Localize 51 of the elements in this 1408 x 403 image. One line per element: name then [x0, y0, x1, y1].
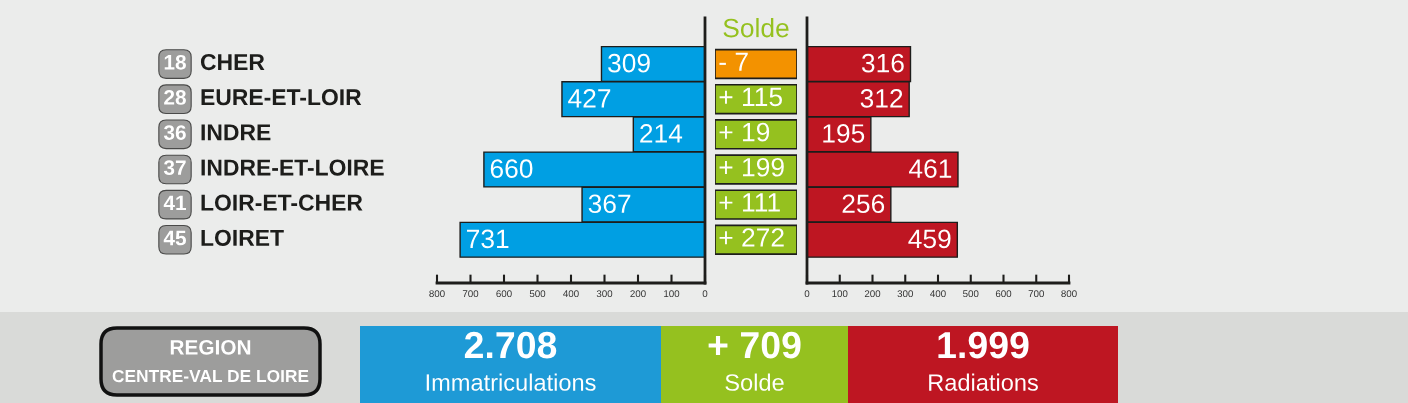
data-label: 660: [490, 159, 533, 178]
x-tick-label: 0: [702, 290, 708, 298]
text: REGION: [170, 339, 251, 355]
data-label: + 115: [719, 87, 782, 107]
data-label: 427: [568, 88, 611, 108]
data-label: 461: [909, 159, 952, 178]
y-tick-label: 28 EURE-ET-LOIR: [164, 89, 362, 106]
x-tick-label: 200: [864, 290, 881, 298]
x-tick-label: 700: [462, 290, 479, 298]
data-label: + 709: [708, 331, 801, 359]
x-tick-label: 200: [630, 290, 646, 298]
x-tick-label: 600: [496, 290, 512, 298]
x-tick-label: 400: [563, 290, 579, 298]
x-tick-label: 300: [897, 290, 913, 298]
data-label: + 19: [719, 122, 770, 142]
category-label: Solde: [725, 373, 784, 391]
data-label: - 7: [719, 52, 748, 71]
data-label: 459: [908, 229, 951, 249]
category-label: Immatriculations: [426, 373, 596, 391]
y-tick-label: 36 INDRE: [163, 124, 271, 141]
text: CENTRE-VAL DE LOIRE: [112, 369, 309, 383]
y-tick-label: 41 LOIR-ET-CHER: [163, 194, 363, 211]
x-tick-label: 100: [832, 290, 848, 298]
data-label: 316: [861, 53, 904, 73]
x-tick-label: 500: [529, 290, 546, 298]
x-tick-label: 800: [1061, 290, 1077, 298]
category-label: Radiations: [929, 373, 1038, 391]
data-label: 367: [588, 194, 631, 214]
y-tick-label: 37 INDRE-ET-LOIRE: [163, 159, 384, 176]
data-label: + 111: [719, 193, 780, 212]
x-tick-label: 400: [930, 290, 946, 298]
data-label: 312: [860, 88, 903, 108]
data-label: 214: [640, 124, 683, 143]
y-tick-label: 45 LOIRET: [163, 229, 284, 246]
x-tick-label: 800: [429, 290, 445, 298]
y-tick-label: 18 CHER: [164, 53, 265, 71]
x-tick-label: 300: [596, 290, 613, 298]
data-label: + 199: [719, 157, 784, 177]
data-label: 1.999: [938, 331, 1029, 359]
data-label: 309: [608, 53, 650, 73]
x-tick-label: 600: [995, 290, 1012, 298]
x-tick-label: 500: [963, 290, 979, 298]
data-label: 731: [467, 229, 509, 249]
data-label: 2.708: [464, 331, 557, 359]
x-tick-label: 100: [664, 290, 680, 298]
data-label: 195: [823, 124, 865, 143]
data-label: 256: [842, 194, 885, 214]
data-label: + 272: [719, 228, 784, 247]
text: Solde: [723, 18, 789, 38]
x-tick-label: 700: [1028, 290, 1044, 298]
x-tick-label: 0: [804, 290, 810, 298]
